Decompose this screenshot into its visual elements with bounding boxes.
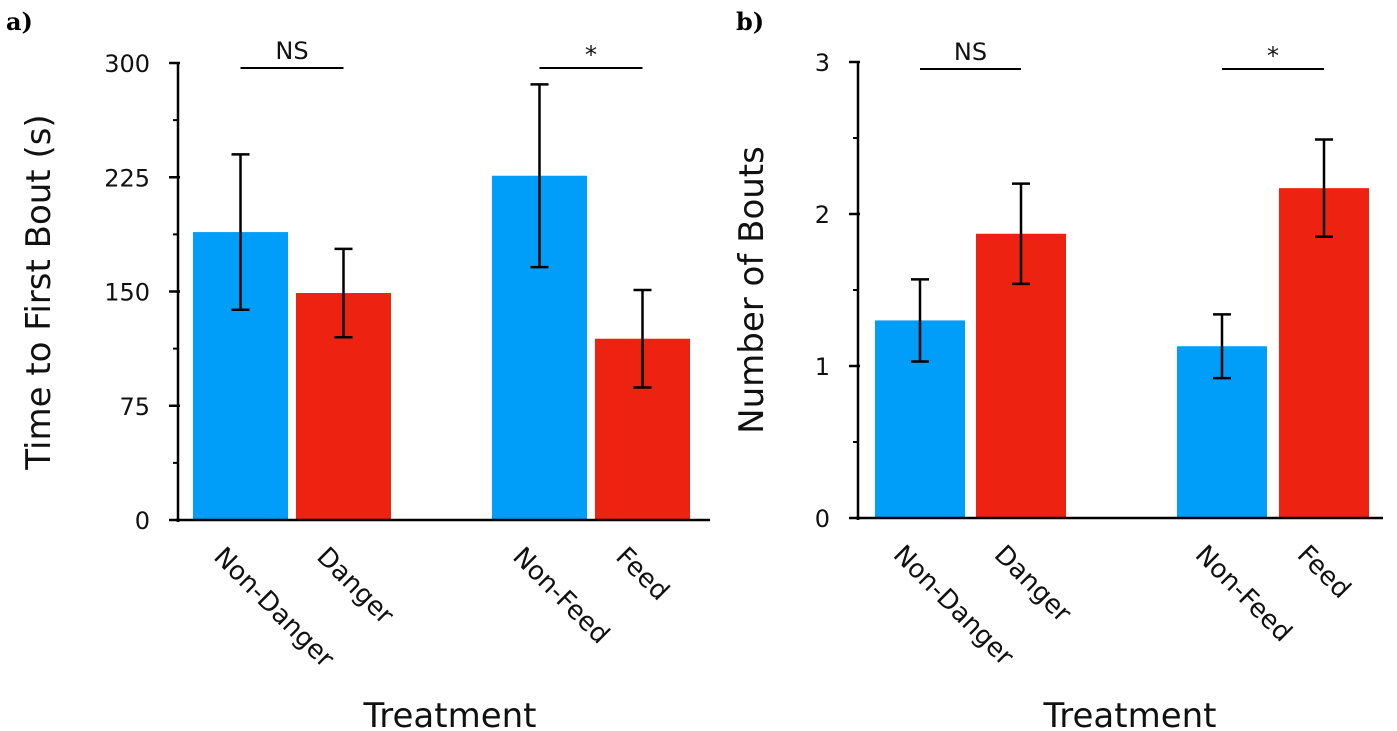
y-tick-label: 150: [104, 279, 150, 307]
error-bar-non-feed: [1213, 313, 1231, 380]
panel-b: b) Number of Bouts Treatment 0123Non-Dan…: [732, 7, 1383, 731]
y-tick-label: 0: [815, 505, 830, 533]
y-axis-title-a: Time to First Bout (s): [19, 114, 59, 470]
x-tick-label: Non-Feed: [1189, 540, 1297, 648]
x-tick-label: Non-Feed: [507, 542, 615, 650]
y-tick-label: 1: [815, 353, 830, 381]
x-axis-title-b: Treatment: [1042, 696, 1216, 731]
error-bar-danger: [1012, 182, 1030, 286]
y-tick-label: 225: [104, 164, 150, 192]
y-axis-title-b: Number of Bouts: [732, 146, 772, 434]
y-tick-label: 2: [815, 201, 830, 229]
error-bar-non-feed: [530, 83, 549, 269]
significance-label: *: [585, 41, 597, 69]
panel-a: a) Time to First Bout (s) Treatment 0 75 1…: [6, 7, 710, 731]
y-tick-label: 0: [135, 507, 150, 535]
panel-label-b: b): [736, 7, 764, 36]
y-tick-label: 75: [119, 393, 150, 421]
significance-label: NS: [275, 37, 308, 65]
error-bar-danger: [334, 247, 353, 339]
error-bar-feed: [1315, 138, 1333, 239]
y-tick-label: 3: [815, 49, 830, 77]
significance-label: *: [1267, 42, 1279, 70]
y-tick-label: 300: [104, 50, 150, 78]
error-bar-non-danger: [911, 278, 929, 363]
error-bar-non-danger: [231, 153, 250, 312]
x-axis-title-a: Treatment: [362, 696, 536, 731]
x-tick-label: Danger: [988, 540, 1077, 629]
x-tick-label: Danger: [311, 542, 400, 631]
x-tick-label: Feed: [1291, 540, 1356, 605]
significance-label: NS: [954, 38, 987, 66]
panel-label-a: a): [6, 7, 33, 36]
bar-feed: [1279, 188, 1369, 518]
error-bar-feed: [633, 288, 652, 389]
x-tick-label: Feed: [610, 542, 675, 607]
